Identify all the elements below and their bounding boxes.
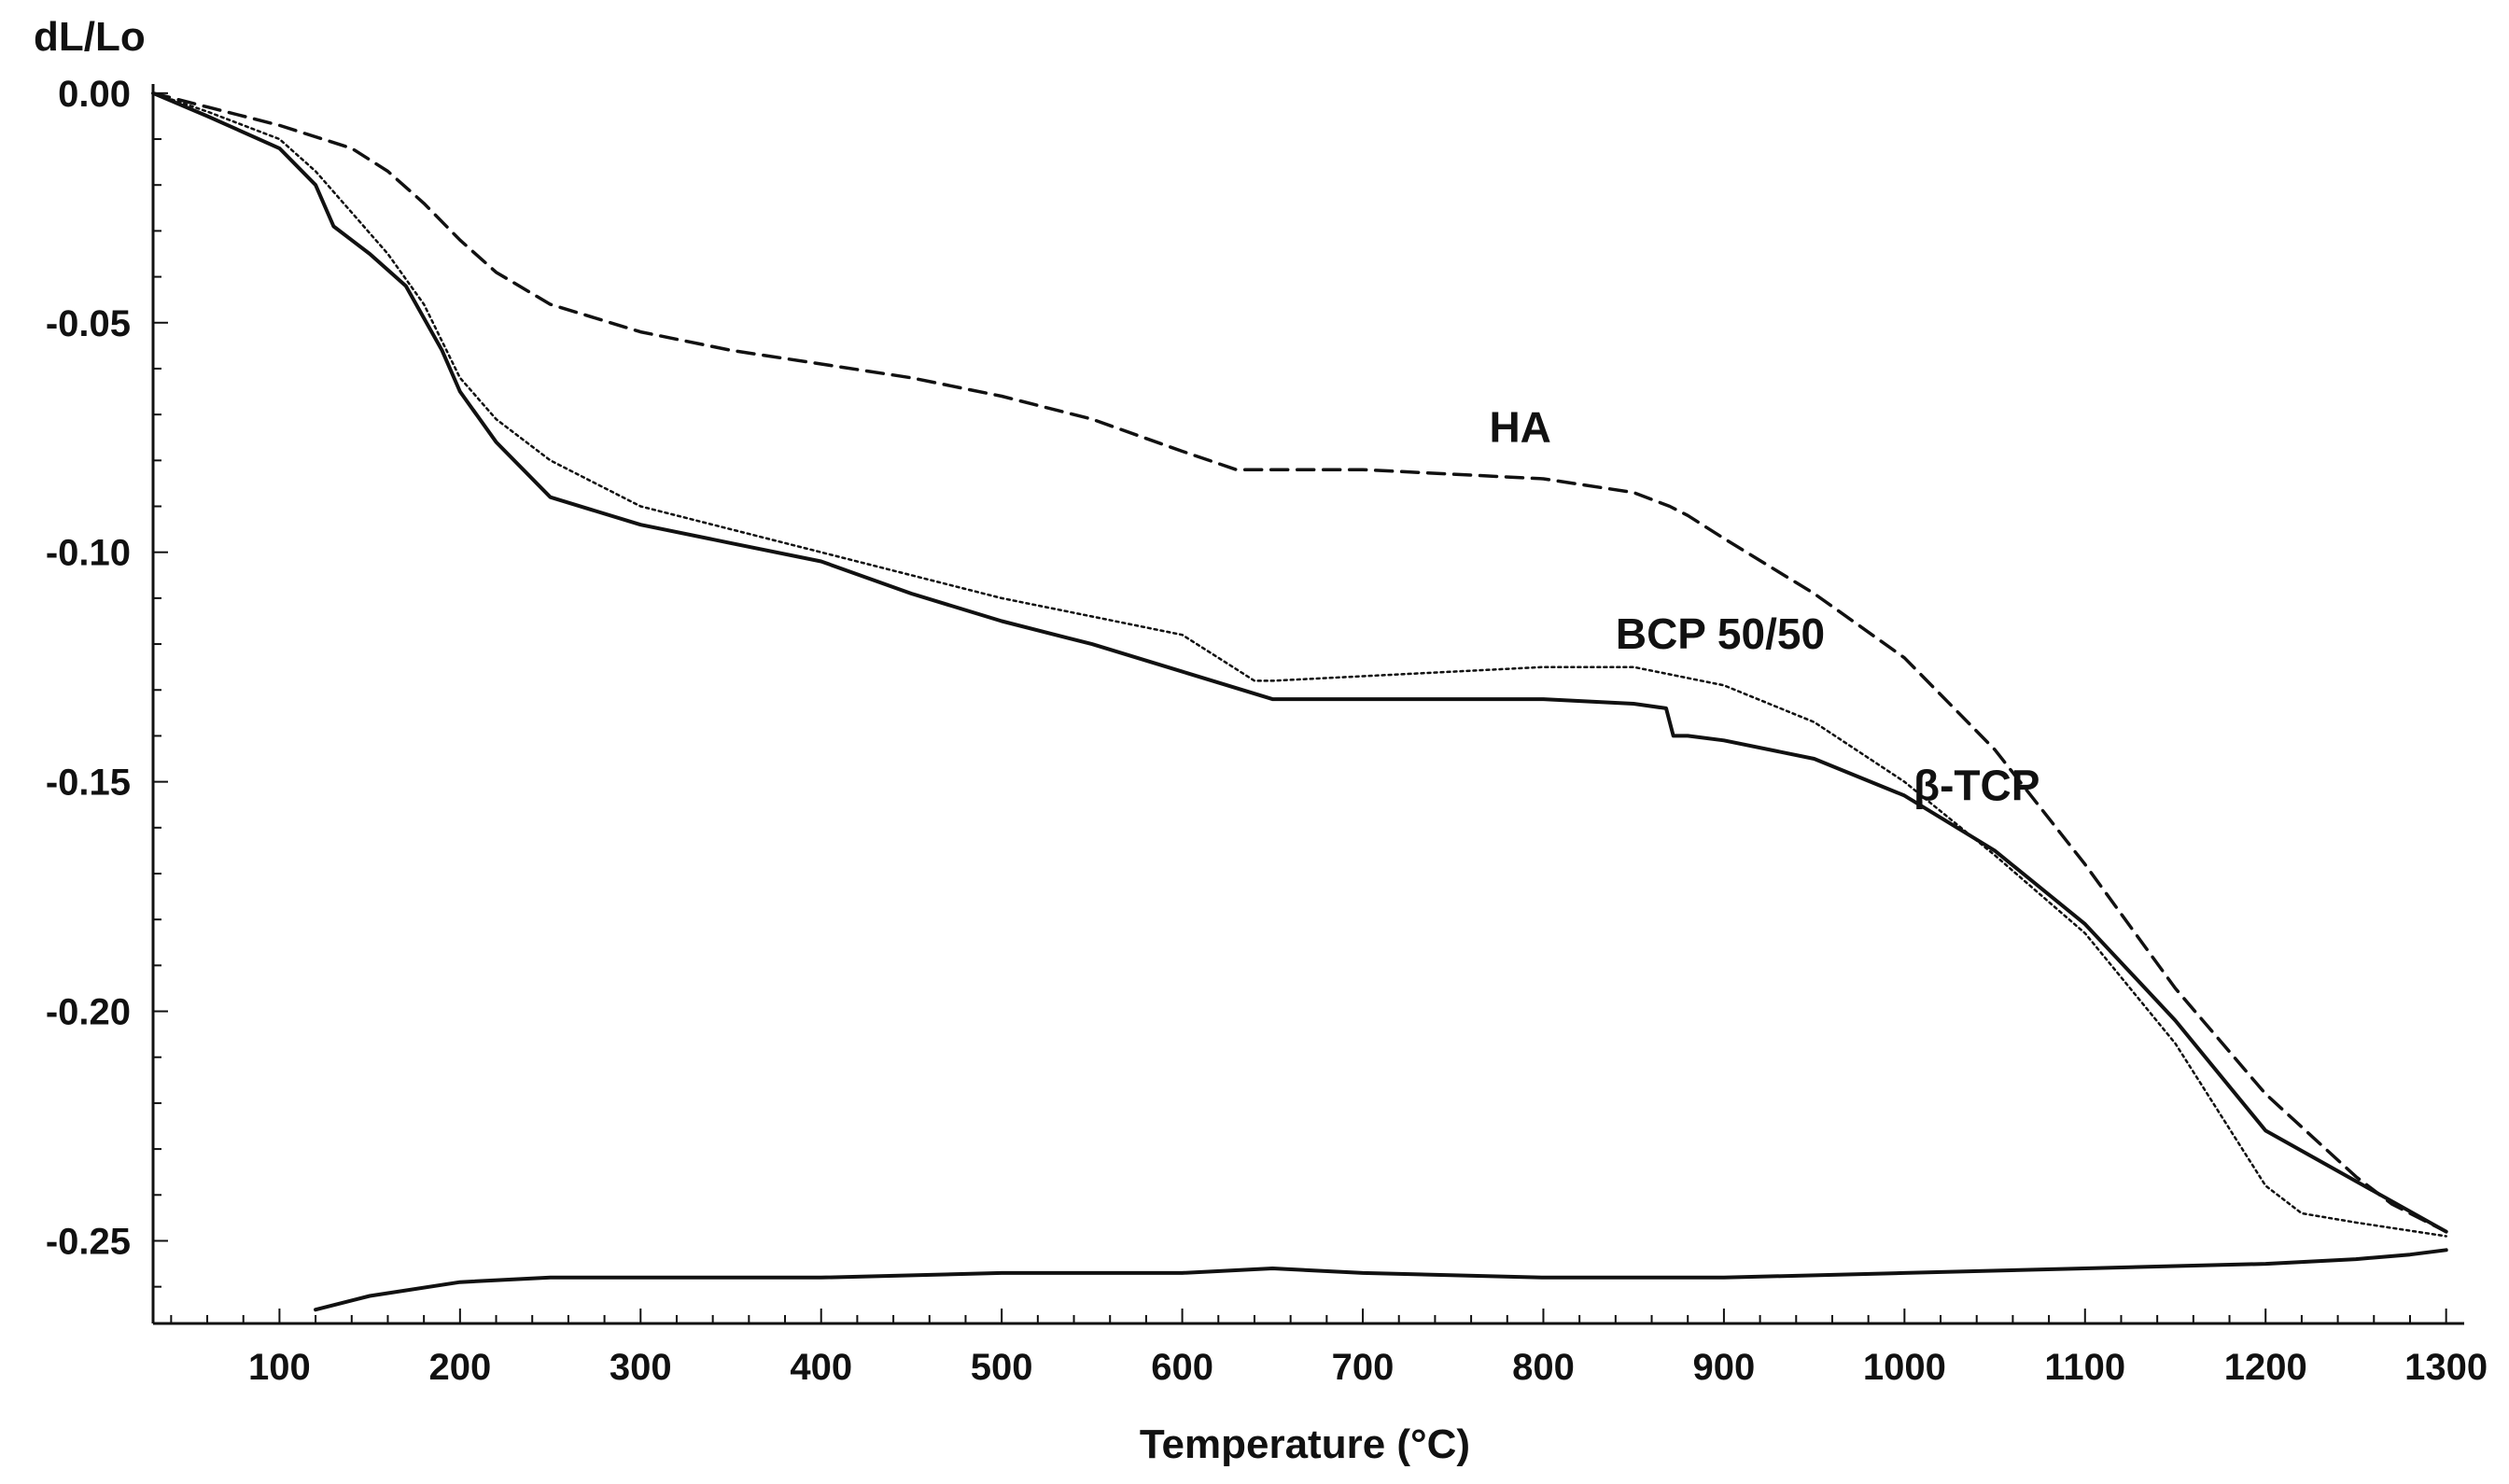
x-tick-label: 1000 — [1863, 1347, 1946, 1388]
series-line-cooling — [315, 1250, 2446, 1309]
y-tick-label: -0.10 — [46, 533, 131, 574]
x-tick-label: 700 — [1332, 1347, 1395, 1388]
x-tick-label: 1300 — [2404, 1347, 2488, 1388]
series-label: β-TCP — [1913, 761, 2039, 809]
series-layer — [153, 93, 2446, 1309]
x-tick-label: 900 — [1693, 1347, 1756, 1388]
y-tick-label: 0.00 — [58, 74, 131, 115]
y-axis-title: dL/Lo — [34, 14, 146, 60]
axes: 100 200 300 400 500 600 700 800 900 1000 1100 1200 1… — [46, 74, 2488, 1388]
series-line-ha — [153, 93, 2446, 1232]
x-tick-label: 1200 — [2224, 1347, 2307, 1388]
x-tick-label: 600 — [1151, 1347, 1213, 1388]
x-axis-title: Temperature (°C) — [1140, 1421, 1470, 1467]
series-label: BCP 50/50 — [1616, 609, 1825, 658]
series-line-bcp-50-50 — [153, 93, 2446, 1237]
x-tick-label: 200 — [428, 1347, 491, 1388]
x-tick-label: 100 — [248, 1347, 311, 1388]
x-tick-label: 800 — [1512, 1347, 1575, 1388]
y-tick-label: -0.05 — [46, 303, 131, 344]
x-tick-label: 1100 — [2044, 1347, 2125, 1388]
series-label: HA — [1489, 403, 1550, 452]
series-line-tcp — [153, 93, 2446, 1232]
y-tick-label: -0.25 — [46, 1221, 131, 1262]
dilatometry-chart: 100 200 300 400 500 600 700 800 900 1000 1100 1200 1… — [0, 0, 2509, 1484]
x-tick-label: 400 — [790, 1347, 852, 1388]
x-tick-label: 500 — [971, 1347, 1033, 1388]
y-tick-label: -0.20 — [46, 992, 131, 1033]
y-tick-label: -0.15 — [46, 763, 131, 804]
x-tick-label: 300 — [610, 1347, 672, 1388]
